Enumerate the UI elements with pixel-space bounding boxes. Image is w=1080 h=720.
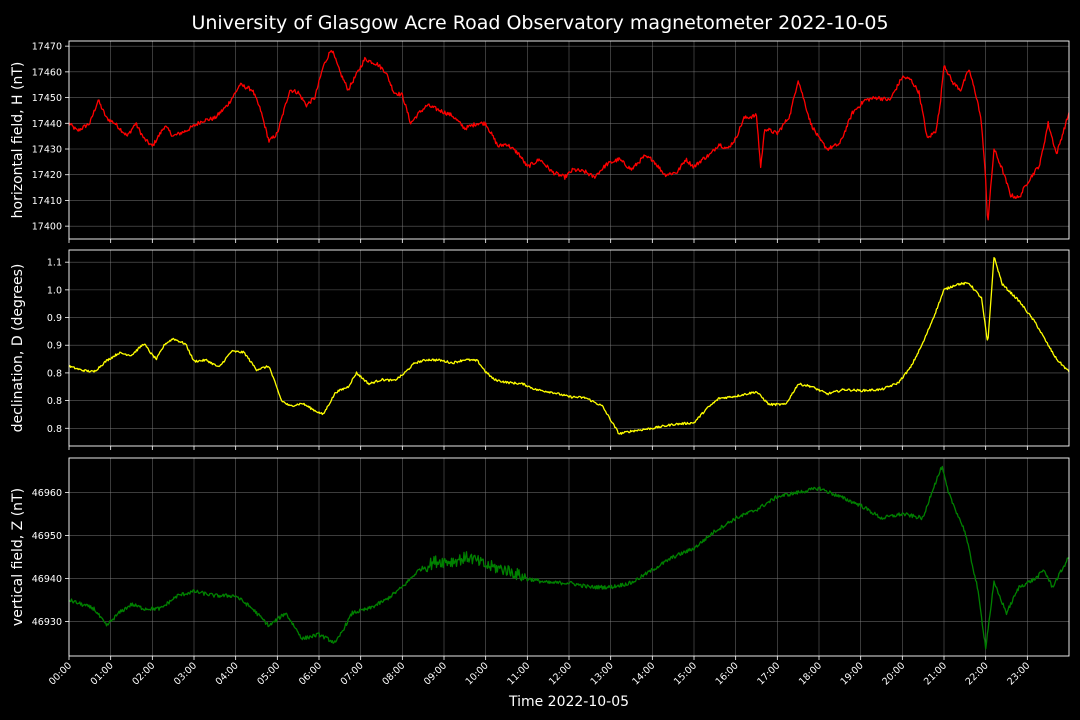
y-tick-label: 1.1 xyxy=(47,258,62,269)
series-line xyxy=(68,257,1070,435)
y-tick-label: 17420 xyxy=(32,170,62,181)
y-tick-label: 46940 xyxy=(32,574,62,585)
panel-2: 0.8 0.8 0.8 0.9 0.9 1.0 1.1 declination, D (deg… xyxy=(10,249,1070,450)
chart-title: University of Glasgow Acre Road Observat… xyxy=(191,12,888,34)
plot-frame xyxy=(68,249,1070,447)
y-tick-label: 46930 xyxy=(32,617,62,628)
y-tick-label: 46960 xyxy=(32,488,62,499)
y-tick-label: 0.9 xyxy=(47,341,62,352)
y-tick-label: 17470 xyxy=(32,42,62,53)
y-axis-label: horizontal field, H (nT) xyxy=(10,62,26,219)
y-tick-label: 0.9 xyxy=(47,313,62,324)
y-tick-label: 17400 xyxy=(32,222,62,233)
y-axis-label: vertical field, Z (nT) xyxy=(10,488,26,626)
y-tick-label: 17440 xyxy=(32,119,62,130)
plot-frame xyxy=(68,40,1070,240)
y-tick-label: 17460 xyxy=(32,67,62,78)
y-tick-label: 0.8 xyxy=(47,396,62,407)
series-line xyxy=(68,50,1070,221)
y-tick-label: 17410 xyxy=(32,196,62,207)
y-tick-label: 1.0 xyxy=(47,285,62,296)
y-axis-label: declination, D (degrees) xyxy=(10,264,26,433)
y-tick-label: 17430 xyxy=(32,145,62,156)
y-tick-label: 0.8 xyxy=(47,368,62,379)
y-tick-label: 46950 xyxy=(32,531,62,542)
series-line xyxy=(68,465,1070,650)
panel-1: 17400 17410 17420 17430 17440 17450 17460 17470… xyxy=(10,40,1070,243)
plot-frame xyxy=(68,457,1070,657)
y-tick-label: 0.8 xyxy=(47,424,62,435)
x-axis-label: Time 2022-10-05 xyxy=(508,694,629,710)
y-tick-label: 17450 xyxy=(32,93,62,104)
